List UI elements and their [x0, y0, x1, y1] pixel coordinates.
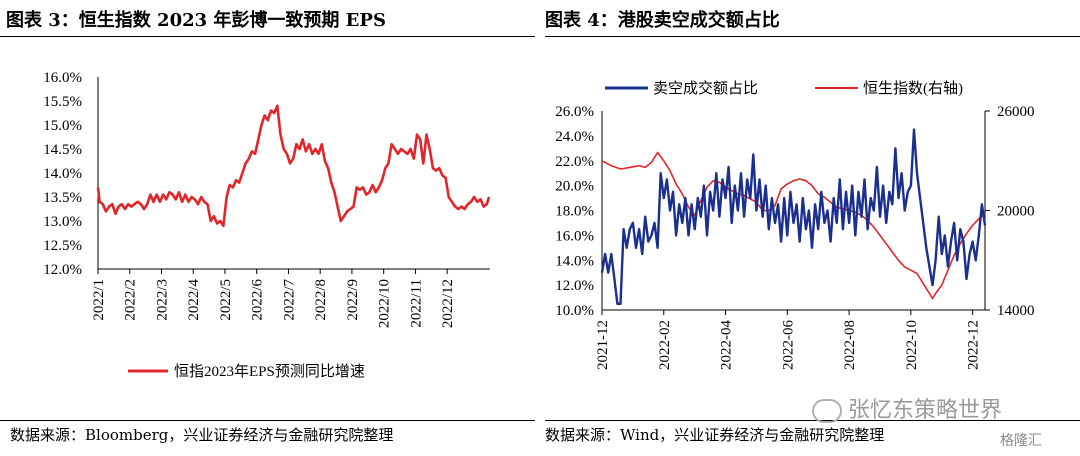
right-y-tick-label: 20000: [997, 204, 1035, 220]
legend-label: 恒指2023年EPS预测同比增速: [174, 363, 365, 380]
legend-label: 恒生指数(右轴): [863, 80, 963, 97]
title-divider: [545, 36, 1080, 37]
y-tick-label: 16.0%: [43, 70, 82, 86]
x-tick-label: 2022-08: [842, 320, 858, 370]
source-divider: [545, 420, 1080, 421]
x-tick-label: 2022/1: [91, 279, 107, 321]
left-y-tick-label: 24.0%: [555, 129, 594, 145]
left-y-tick-label: 22.0%: [555, 154, 594, 170]
x-tick-label: 2022/6: [250, 279, 266, 321]
y-tick-label: 14.5%: [43, 142, 82, 158]
left-y-tick-label: 14.0%: [555, 253, 594, 269]
left-y-tick-label: 18.0%: [555, 204, 594, 220]
x-tick-label: 2022-06: [780, 320, 796, 370]
wechat-watermark: 张忆东策略世界: [812, 392, 1002, 424]
title-divider: [0, 36, 535, 37]
legend-label: 卖空成交额占比: [653, 79, 758, 97]
left-y-tick-label: 20.0%: [555, 179, 594, 195]
y-tick-label: 15.5%: [43, 94, 82, 110]
data-source: 数据来源：Bloomberg，兴业证券经济与金融研究院整理: [10, 426, 394, 444]
y-tick-label: 13.5%: [43, 190, 82, 206]
x-tick-label: 2022/7: [281, 279, 297, 321]
x-tick-label: 2022/8: [313, 279, 329, 321]
y-tick-label: 14.0%: [43, 166, 82, 182]
x-tick-label: 2022/2: [123, 279, 139, 321]
right-figure-panel: 图表 4：港股卖空成交额占比 10.0% 12.0% 14.0% 16.0% 18.0%…: [545, 0, 1080, 456]
figure-title: 图表 4：港股卖空成交额占比: [545, 10, 780, 31]
x-tick-label: 2022-12: [966, 320, 982, 370]
x-tick-label: 2022-10: [904, 320, 920, 370]
data-source: 数据来源：Wind，兴业证券经济与金融研究院整理: [545, 426, 885, 444]
y-tick-label: 13.0%: [43, 214, 82, 230]
watermark-text: 张忆东策略世界: [848, 398, 1003, 423]
series-line-hang-seng-index: [601, 151, 986, 300]
y-tick-label: 12.5%: [43, 238, 82, 254]
eps-growth-chart: 12.0% 12.5% 13.0% 13.5% 14.0% 14.5% 15.0% 15.5%…: [43, 70, 491, 380]
x-tick-label: 2022/3: [154, 279, 170, 321]
x-tick-label: 2021-12: [595, 320, 611, 370]
wechat-icon: [812, 399, 842, 423]
left-figure-panel: 图表 3：恒生指数 2023 年彭博一致预期 EPS 12.0% 12.5% 13.…: [0, 0, 535, 456]
x-tick-label: 2022/4: [186, 279, 202, 321]
x-tick-label: 2022/11: [408, 279, 424, 328]
x-tick-label: 2022-04: [719, 320, 735, 370]
x-tick-label: 2022-02: [657, 320, 673, 370]
left-y-tick-label: 16.0%: [555, 228, 594, 244]
x-tick-label: 2022/10: [377, 279, 393, 328]
right-y-tick-label: 14000: [997, 303, 1035, 319]
right-y-tick-label: 26000: [997, 104, 1035, 120]
corner-logo: 格隆汇: [1000, 433, 1042, 449]
left-y-tick-label: 26.0%: [555, 104, 594, 120]
left-y-tick-label: 10.0%: [555, 303, 594, 319]
figure-title: 图表 3：恒生指数 2023 年彭博一致预期 EPS: [6, 10, 386, 31]
source-divider: [0, 420, 535, 421]
x-tick-label: 2022/5: [218, 279, 234, 321]
left-y-tick-label: 12.0%: [555, 278, 594, 294]
short-selling-chart: 10.0% 12.0% 14.0% 16.0% 18.0% 20.0% 22.0% 24.0%…: [555, 79, 1035, 370]
series-line-short-selling-ratio: [600, 128, 987, 305]
series-line-eps-growth: [96, 104, 491, 228]
x-tick-label: 2022/9: [345, 279, 361, 321]
y-tick-label: 15.0%: [43, 118, 82, 134]
x-tick-label: 2022/12: [440, 279, 456, 328]
y-tick-label: 12.0%: [43, 262, 82, 278]
